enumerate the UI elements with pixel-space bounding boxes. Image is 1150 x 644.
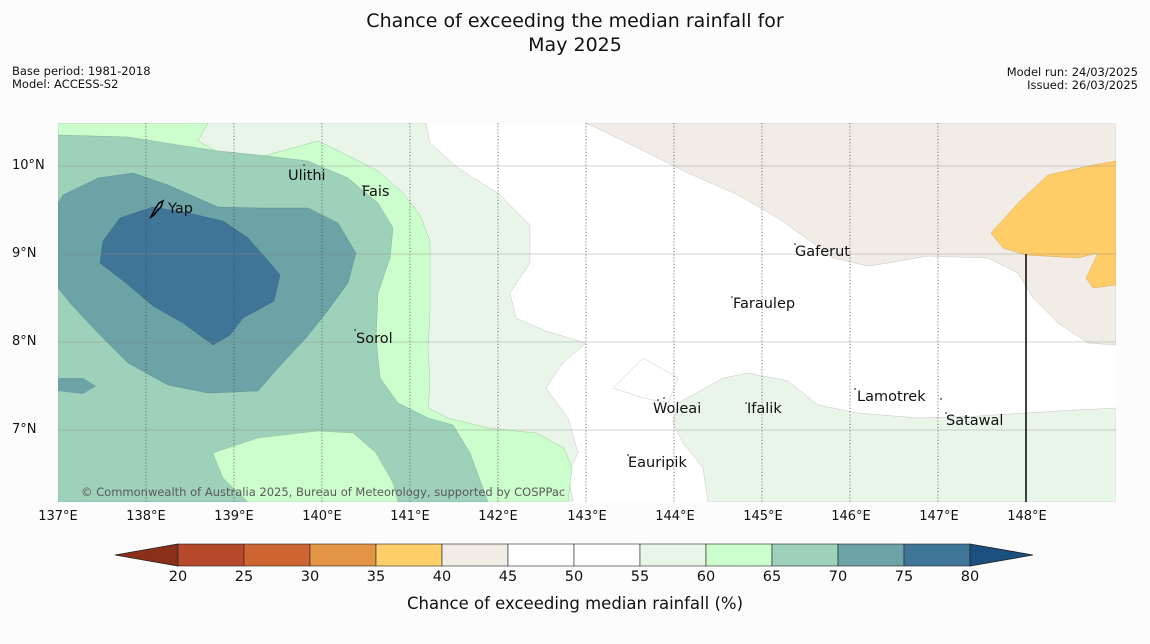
colorbar-tick: 70 — [828, 569, 848, 585]
x-tick-146E: 146°E — [831, 509, 871, 524]
colorbar-tick: 30 — [300, 569, 320, 585]
colorbar-cell — [243, 543, 311, 567]
x-tick-147E: 147°E — [919, 509, 959, 524]
island-dots — [303, 164, 947, 456]
place-label-faraulep: Faraulep — [733, 296, 795, 312]
meridian-grid — [145, 123, 939, 502]
colorbar-cell — [177, 543, 245, 567]
yap-island — [149, 199, 165, 220]
colorbar-tick: 60 — [696, 569, 716, 585]
x-tick-139E: 139°E — [214, 509, 254, 524]
base-period: Base period: 1981-2018 — [12, 64, 151, 78]
x-tick-145E: 145°E — [743, 509, 783, 524]
contour-75-80 — [99, 206, 281, 346]
issued-date: Issued: 26/03/2025 — [1027, 78, 1138, 92]
model-run: Model run: 24/03/2025 — [1006, 65, 1138, 79]
meta-right: Model run: 24/03/2025 Issued: 26/03/2025 — [1007, 66, 1138, 92]
model-name: Model: ACCESS-S2 — [12, 77, 119, 91]
y-tick-8N: 8°N — [12, 334, 37, 349]
colorbar-tick: 45 — [498, 569, 518, 585]
colorbar-tick: 25 — [234, 569, 254, 585]
colorbar-cell — [639, 543, 707, 567]
place-label-sorol: Sorol — [356, 331, 393, 347]
contour-45-50 — [585, 122, 1117, 346]
contour-55-60-south — [672, 372, 1117, 503]
place-label-ifalik: Ifalik — [747, 401, 782, 417]
x-tick-144E: 144°E — [655, 509, 695, 524]
y-tick-7N: 7°N — [12, 422, 37, 437]
x-tick-142E: 142°E — [478, 509, 518, 524]
x-tick-143E: 143°E — [567, 509, 607, 524]
place-label-gaferut: Gaferut — [795, 244, 850, 260]
colorbar-cell — [375, 543, 443, 567]
chart-title: Chance of exceeding the median rainfall … — [0, 9, 1150, 57]
x-tick-148E: 148°E — [1007, 509, 1047, 524]
contour-70-75-patch — [58, 378, 96, 394]
colorbar-cell — [573, 543, 641, 567]
copyright-text: © Commonwealth of Australia 2025, Bureau… — [81, 485, 565, 499]
colorbar-tick: 20 — [168, 569, 188, 585]
map-svg: Ulithi Fais Yap Gaferut Faraulep Sorol L… — [57, 122, 1117, 503]
colorbar-tick: 35 — [366, 569, 386, 585]
colorbar-tick: 40 — [432, 569, 452, 585]
map-panel: Ulithi Fais Yap Gaferut Faraulep Sorol L… — [57, 122, 1117, 503]
title-line-1: Chance of exceeding the median rainfall … — [366, 10, 784, 32]
colorbar-cell — [705, 543, 773, 567]
place-label-satawal: Satawal — [946, 413, 1003, 429]
colorbar-label: Chance of exceeding median rainfall (%) — [406, 594, 744, 613]
colorbar-cell — [837, 543, 905, 567]
x-tick-140E: 140°E — [302, 509, 342, 524]
place-label-yap: Yap — [167, 201, 193, 217]
y-tick-9N: 9°N — [12, 246, 37, 261]
title-line-2: May 2025 — [528, 34, 622, 56]
x-tick-141E: 141°E — [390, 509, 430, 524]
place-label-ulithi: Ulithi — [288, 168, 326, 184]
colorbar-cell — [309, 543, 377, 567]
colorbar — [114, 543, 1034, 567]
meta-left: Base period: 1981-2018 Model: ACCESS-S2 — [12, 65, 151, 91]
colorbar-extend-high — [969, 543, 1034, 567]
colorbar-tick: 50 — [564, 569, 584, 585]
colorbar-cell — [903, 543, 971, 567]
parallel-grid — [58, 165, 1116, 431]
place-label-woleai: Woleai — [653, 401, 701, 417]
colorbar-cell — [441, 543, 509, 567]
x-tick-137E: 137°E — [38, 509, 78, 524]
x-tick-138E: 138°E — [126, 509, 166, 524]
colorbar-tick: 65 — [762, 569, 782, 585]
place-label-eauripik: Eauripik — [628, 455, 687, 471]
place-label-lamotrek: Lamotrek — [857, 389, 926, 405]
colorbar-tick: 80 — [960, 569, 980, 585]
colorbar-cell — [507, 543, 575, 567]
colorbar-cells — [114, 543, 1034, 567]
y-tick-10N: 10°N — [12, 158, 45, 173]
contour-60-65-pocket — [212, 430, 399, 503]
place-label-fais: Fais — [362, 184, 389, 200]
colorbar-tick: 55 — [630, 569, 650, 585]
colorbar-extend-low — [114, 543, 179, 567]
contour-50-55-pocket — [612, 357, 679, 404]
colorbar-tick: 75 — [894, 569, 914, 585]
colorbar-cell — [771, 543, 839, 567]
